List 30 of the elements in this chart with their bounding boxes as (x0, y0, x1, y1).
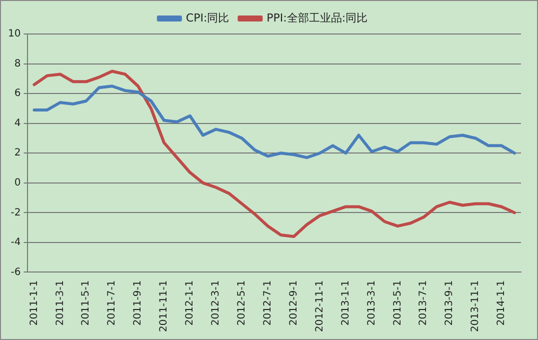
x-tick-label: 2013-3-1 (366, 280, 378, 326)
x-tick-label: 2014-1-1 (496, 280, 508, 326)
x-tick-label: 2011-11-1 (158, 280, 170, 332)
legend-label: CPI:同比 (186, 11, 230, 24)
x-tick-label: 2013-11-1 (470, 280, 482, 332)
x-tick-label: 2012-11-1 (314, 280, 326, 332)
x-tick-label: 2013-1-1 (340, 280, 352, 326)
legend-label: PPI:全部工业品:同比 (266, 11, 368, 24)
x-tick-label: 2013-7-1 (418, 280, 430, 326)
y-tick-label: 0 (14, 178, 21, 188)
y-tick-label: 6 (14, 88, 21, 100)
x-tick-label: 2011-7-1 (106, 280, 118, 326)
x-tick-label: 2012-9-1 (288, 280, 300, 326)
y-tick-label: 8 (14, 58, 21, 70)
x-tick-label: 2012-5-1 (236, 280, 248, 326)
x-tick-label: 2011-3-1 (54, 280, 66, 326)
x-tick-label: 2012-7-1 (262, 280, 274, 326)
x-tick-label: 2011-1-1 (28, 280, 40, 326)
x-tick-label: 2011-9-1 (132, 280, 144, 326)
x-tick-label: 2013-9-1 (444, 280, 456, 326)
x-tick-label: 2012-3-1 (210, 280, 222, 326)
y-tick-label: -4 (10, 237, 21, 248)
y-tick-label: 10 (8, 28, 21, 40)
x-tick-label: 2013-5-1 (392, 280, 404, 326)
y-tick-label: 2 (14, 148, 21, 159)
x-tick-label: 2012-1-1 (184, 280, 196, 326)
y-tick-label: -2 (10, 207, 21, 218)
y-tick-label: 4 (14, 118, 21, 129)
x-tick-label: 2011-5-1 (80, 280, 92, 326)
y-tick-label: -6 (10, 266, 21, 278)
